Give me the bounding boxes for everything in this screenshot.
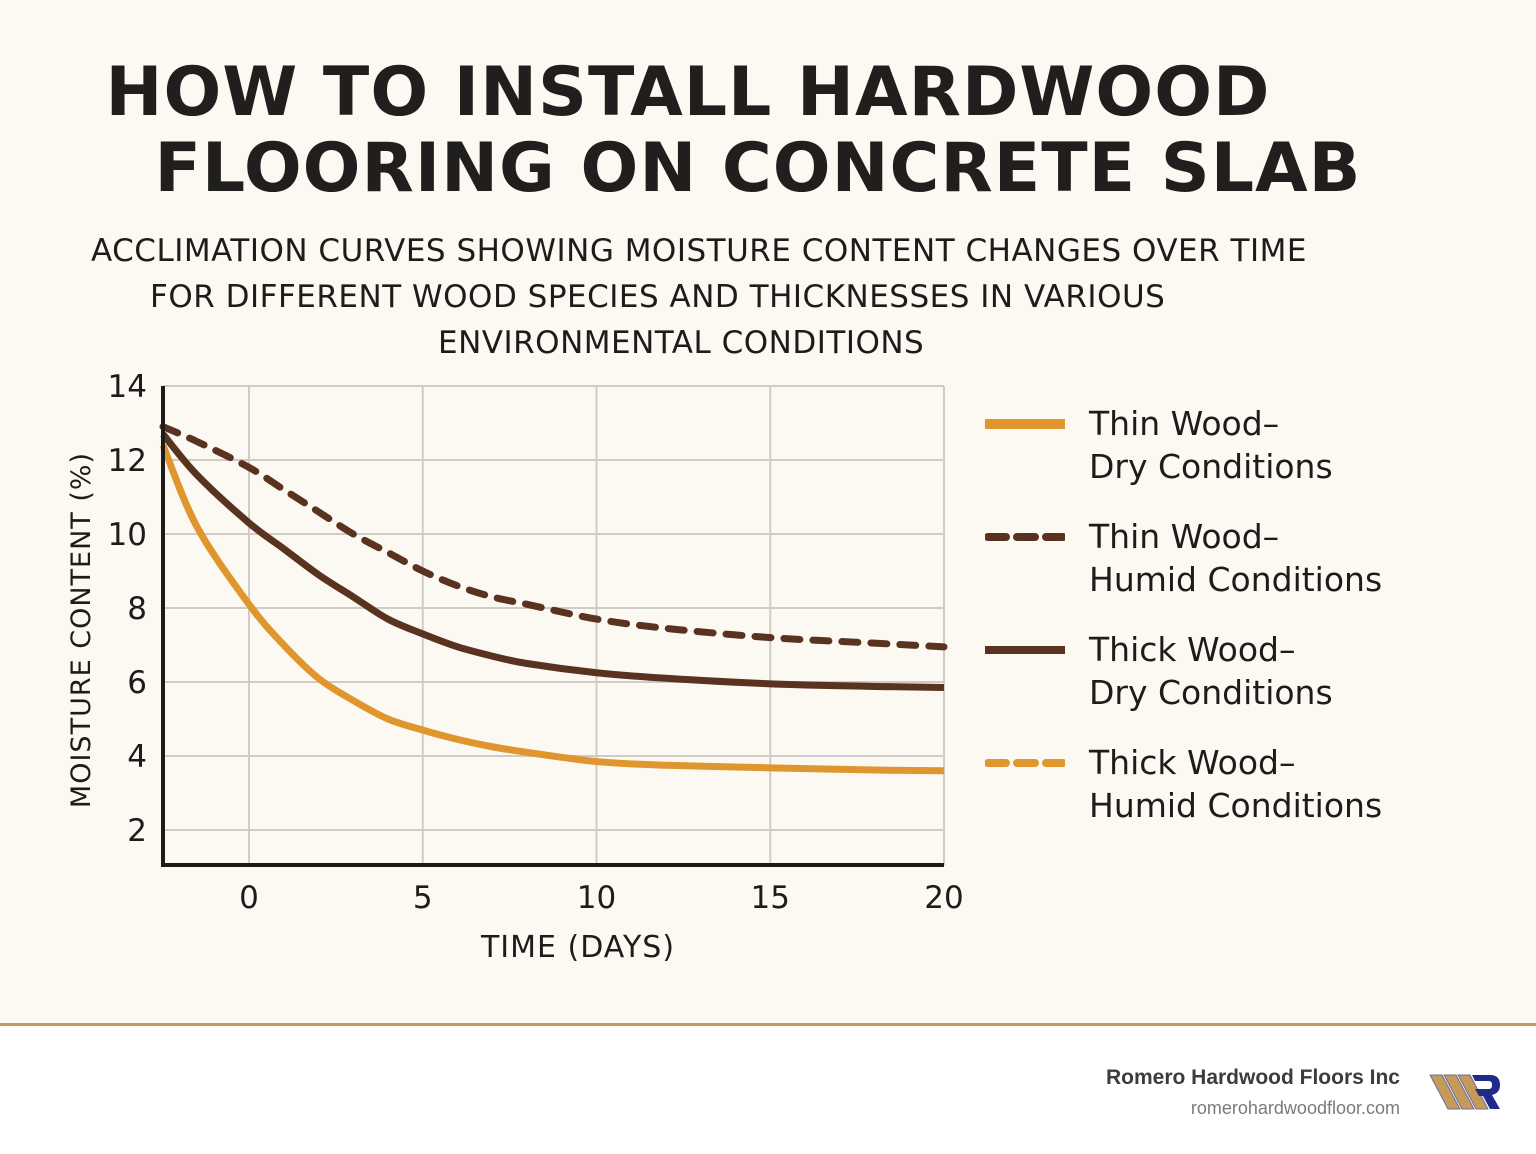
chart-subtitle: ACCLIMATION CURVES SHOWING MOISTURE CONT… (0, 228, 1536, 366)
y-tick-label: 10 (108, 517, 147, 553)
series-line (160, 431, 945, 692)
chart-axes (161, 386, 944, 867)
subtitle-line-2: FOR DIFFERENT WOOD SPECIES AND THICKNESS… (150, 279, 1166, 315)
x-axis-label: TIME (DAYS) (480, 930, 675, 965)
chart-legend: Thin Wood– Dry Conditions Thin Wood– Hum… (985, 402, 1505, 854)
x-tick-label: 10 (577, 880, 616, 916)
company-logo-icon (1429, 1074, 1500, 1110)
x-tick-label: 5 (413, 880, 433, 916)
series-line (159, 423, 948, 651)
y-tick-label: 6 (127, 665, 147, 701)
page-title: HOW TO INSTALL HARDWOOD FLOORING ON CONC… (0, 55, 1536, 207)
line-chart: 2 4 6 8 10 12 14 0 5 10 15 20 TIME (DAYS) MOISTURE … (66, 369, 964, 965)
legend-item-thick-humid: Thick Wood– Humid Conditions (985, 741, 1505, 854)
legend-item-thick-dry: Thick Wood– Dry Conditions (985, 628, 1505, 741)
chart-series (159, 423, 948, 775)
chart-grid (163, 385, 945, 865)
y-tick-label: 4 (127, 739, 147, 775)
company-website: romerohardwoodfloor.com (1190, 1098, 1400, 1118)
subtitle-line-1: ACCLIMATION CURVES SHOWING MOISTURE CONT… (91, 233, 1307, 269)
y-tick-label: 12 (108, 443, 147, 479)
legend-label-line1: Thick Wood– (1089, 630, 1296, 669)
legend-label-line2: Dry Conditions (1089, 447, 1333, 486)
legend-swatch-solid-orange (985, 419, 1065, 429)
title-line-2: FLOORING ON CONCRETE SLAB (154, 129, 1362, 208)
subtitle-line-3: ENVIRONMENTAL CONDITIONS (438, 325, 925, 361)
legend-swatch-solid-brown (985, 646, 1065, 654)
company-name: Romero Hardwood Floors Inc (1105, 1066, 1400, 1089)
footer-divider (0, 1023, 1536, 1026)
chart-tick-labels: 2 4 6 8 10 12 14 0 5 10 15 20 (108, 369, 964, 916)
legend-label-line2: Humid Conditions (1089, 786, 1383, 825)
series-line (159, 443, 945, 775)
legend-swatch-dashed-orange (985, 759, 1065, 767)
title-line-1: HOW TO INSTALL HARDWOOD (105, 53, 1271, 132)
x-tick-label: 15 (751, 880, 790, 916)
y-tick-label: 2 (127, 813, 147, 849)
legend-label-line2: Dry Conditions (1089, 673, 1333, 712)
legend-label-line1: Thin Wood– (1089, 404, 1280, 443)
legend-item-thin-humid: Thin Wood– Humid Conditions (985, 515, 1505, 628)
y-tick-label: 8 (127, 591, 147, 627)
legend-swatch-dashed-brown (985, 533, 1065, 541)
legend-label-line1: Thin Wood– (1089, 517, 1280, 556)
x-tick-label: 20 (924, 880, 963, 916)
legend-label-line1: Thick Wood– (1089, 743, 1296, 782)
y-tick-label: 14 (108, 369, 147, 405)
legend-label-line2: Humid Conditions (1089, 560, 1383, 599)
x-tick-label: 0 (239, 880, 259, 916)
footer: Romero Hardwood Floors Inc romerohardwoo… (0, 1026, 1536, 1154)
y-axis-label: MOISTURE CONTENT (%) (66, 452, 97, 808)
legend-item-thin-dry: Thin Wood– Dry Conditions (985, 402, 1505, 515)
